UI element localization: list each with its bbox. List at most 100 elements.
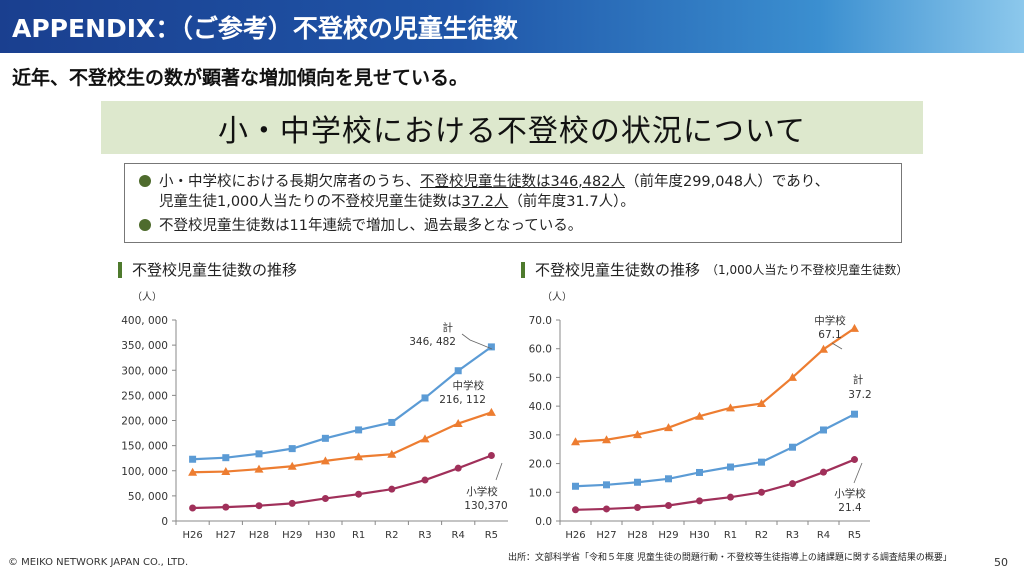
section-banner: 小・中学校における不登校の状況について (101, 101, 923, 154)
page-number: 50 (994, 556, 1008, 569)
x-tick-label: H26 (565, 530, 585, 541)
data-point (696, 468, 703, 476)
series-line (575, 413, 855, 488)
y-tick-label: 30.0 (529, 430, 552, 442)
data-point (288, 445, 296, 453)
data-point (789, 480, 796, 488)
data-point (758, 458, 765, 466)
bullet-dot-icon (139, 175, 151, 187)
data-point (421, 476, 429, 484)
x-tick-label: H29 (658, 530, 678, 541)
data-point (188, 467, 198, 476)
data-point (453, 419, 463, 428)
heading-accent-bar (521, 261, 525, 278)
line-chart-per-1000: （人） 0.0 10.0 20.0 30.0 40.0 50.0 60.0 70.0 H26 H27… (529, 291, 872, 541)
data-point (757, 399, 766, 408)
data-point (387, 449, 397, 458)
data-point (221, 467, 231, 476)
data-point (664, 423, 673, 432)
data-point (287, 461, 297, 470)
x-tick-label: H27 (216, 530, 236, 541)
y-tick-label: 300, 000 (121, 365, 168, 377)
data-point (727, 463, 734, 471)
data-point (633, 430, 642, 439)
data-point (665, 475, 672, 483)
summary-bullet-1-cont: 児童生徒1,000人当たりの不登校児童生徒数は37.2人（前年度31.7人）。 (139, 192, 901, 212)
y-tick-label: 0 (161, 516, 168, 528)
data-point (222, 503, 230, 511)
data-point (321, 434, 329, 442)
data-point (355, 426, 363, 434)
data-point (355, 490, 363, 498)
data-point (222, 454, 230, 462)
series-label: 中学校 (453, 379, 485, 392)
label-leader-line (461, 333, 493, 350)
data-point (820, 468, 827, 476)
y-tick-label: 10.0 (529, 487, 552, 499)
summary-bullet-2: 不登校児童生徒数は11年連続で増加し、過去最多となっている。 (139, 216, 901, 236)
label-leader-line (495, 462, 503, 481)
data-point (665, 501, 672, 509)
summary-text: （前年度299,048人）であり、 (624, 174, 830, 190)
data-label: 130,370 (464, 500, 507, 512)
data-point (634, 504, 641, 512)
x-tick-label: R3 (786, 530, 799, 541)
data-point (572, 506, 579, 514)
label-leader-line (831, 342, 843, 350)
data-point (388, 485, 396, 493)
data-point (487, 451, 495, 459)
y-tick-label: 60.0 (529, 344, 552, 356)
series-label: 小学校 (834, 487, 866, 500)
y-tick-label: 70.0 (529, 315, 552, 327)
data-point (851, 410, 858, 418)
chart-title: 不登校児童生徒数の推移 (132, 261, 298, 279)
x-tick-label: R2 (385, 530, 398, 541)
y-tick-label: 100, 000 (121, 466, 168, 478)
x-tick-label: H26 (182, 530, 202, 541)
data-point (727, 493, 734, 501)
data-point (321, 494, 329, 502)
data-point (320, 456, 330, 465)
series-line (192, 411, 492, 474)
x-tick-label: H27 (596, 530, 616, 541)
series-label: 計 (853, 373, 864, 386)
data-point (788, 372, 797, 381)
data-point (819, 344, 828, 353)
label-leader-line (853, 462, 863, 484)
data-label: 67.1 (818, 329, 841, 341)
series-label: 計 (443, 321, 454, 334)
data-point (421, 394, 429, 402)
x-tick-label: R5 (848, 530, 861, 541)
data-point (603, 481, 610, 489)
data-point (820, 426, 827, 434)
summary-text: 児童生徒1,000人当たりの不登校児童生徒数は (159, 194, 462, 210)
data-point (726, 403, 735, 412)
data-point (354, 452, 364, 461)
chart-note: （1,000人当たり不登校児童生徒数） (706, 263, 909, 277)
y-tick-label: 200, 000 (121, 416, 168, 428)
data-point (487, 343, 495, 351)
summary-text: 不登校児童生徒数は11年連続で増加し、過去最多となっている。 (159, 218, 583, 234)
y-axis-unit: （人） (132, 291, 162, 303)
x-tick-label: R2 (755, 530, 768, 541)
bullet-dot-icon (139, 219, 151, 231)
data-point (255, 450, 263, 458)
summary-bullet-1: 小・中学校における長期欠席者のうち、不登校児童生徒数は346,482人（前年度2… (139, 172, 901, 192)
data-label: 21.4 (838, 502, 862, 514)
data-point (602, 435, 611, 444)
data-label: 216, 112 (439, 394, 486, 406)
x-tick-label: R1 (724, 530, 737, 541)
data-point (288, 499, 296, 507)
summary-text: （前年度31.7人）。 (508, 194, 635, 210)
data-point (189, 455, 197, 463)
x-tick-label: R1 (352, 530, 365, 541)
chart-title: 不登校児童生徒数の推移 (535, 261, 701, 279)
data-label: 346, 482 (409, 336, 456, 348)
page-title: APPENDIX：（ご参考）不登校の児童生徒数 (12, 14, 518, 43)
footer-copyright: © MEIKO NETWORK JAPAN CO., LTD. (8, 557, 189, 568)
x-tick-label: H30 (315, 530, 335, 541)
summary-text: 小・中学校における長期欠席者のうち、 (159, 174, 420, 190)
series-line (575, 458, 855, 511)
page-subtitle: 近年、不登校生の数が顕著な増加傾向を見せている。 (12, 67, 469, 89)
x-tick-label: H29 (282, 530, 302, 541)
